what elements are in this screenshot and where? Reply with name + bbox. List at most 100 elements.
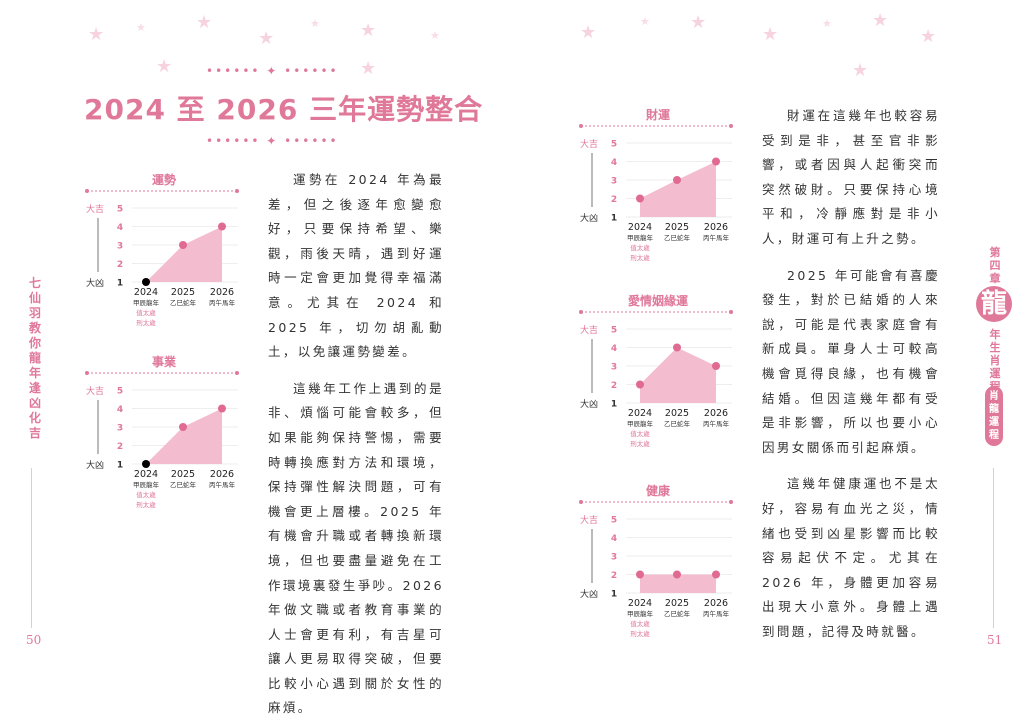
tai-sui-note: 值太歲 [630, 429, 650, 438]
x-tick-label: 2024 [628, 222, 652, 233]
y-tick-label: 1 [611, 400, 617, 410]
chart-title: 健康 [646, 483, 671, 498]
y-tick-label: 3 [117, 424, 123, 434]
star-icon: ★ [640, 15, 650, 28]
chart-career: 事業 大吉 大凶 1 2 3 4 5 2024 甲辰龍年 2025 乙巳蛇年 2026 丙午馬年 值太歲 刑太… [82, 352, 247, 512]
tai-sui-note: 刑太歲 [136, 500, 156, 509]
divider-dot [579, 124, 583, 128]
divider-dot [85, 371, 89, 375]
x-sublabel: 乙巳蛇年 [664, 609, 691, 618]
x-tick-label: 2026 [704, 408, 728, 419]
star-icon: ★ [580, 22, 597, 43]
y-top-label: 大吉 [580, 138, 598, 150]
y-tick-label: 4 [611, 534, 617, 544]
y-tick-label: 3 [611, 177, 617, 187]
data-point [179, 423, 187, 431]
section-tag: 肖龍運程 [985, 386, 1003, 446]
side-divider [31, 468, 32, 628]
book-side-title: 七仙羽教你龍年逢凶化吉 [28, 276, 41, 440]
chart-title: 愛情姻緣運 [628, 293, 688, 308]
tai-sui-note: 值太歲 [136, 490, 156, 499]
chart-love: 愛情姻緣運 大吉 大凶 1 2 3 4 5 2024 甲辰龍年 2025 乙巳蛇年 2026 丙午馬年 值太… [576, 291, 741, 451]
y-tick-label: 4 [611, 158, 617, 168]
y-tick-label: 1 [611, 590, 617, 600]
y-top-label: 大吉 [86, 203, 104, 215]
data-point [636, 194, 644, 203]
star-icon: ★ [360, 58, 377, 79]
y-tick-label: 2 [117, 260, 123, 270]
data-point [673, 176, 681, 184]
star-icon: ★ [258, 28, 275, 49]
x-tick-label: 2024 [628, 598, 652, 609]
x-tick-label: 2026 [210, 469, 234, 480]
tai-sui-note: 刑太歲 [630, 439, 650, 448]
x-tick-label: 2026 [704, 598, 728, 609]
data-point [673, 570, 681, 579]
y-tick-label: 3 [611, 363, 617, 373]
y-tick-label: 1 [117, 279, 123, 289]
divider-dot [729, 124, 733, 128]
area-fill [146, 226, 222, 282]
divider-dot [579, 500, 583, 504]
side-divider [993, 468, 994, 628]
x-sublabel: 丙午馬年 [703, 419, 730, 428]
x-tick-label: 2025 [665, 408, 689, 419]
star-icon: ★ [822, 17, 832, 30]
x-sublabel: 乙巳蛇年 [170, 480, 197, 489]
divider-dot [235, 189, 239, 193]
paragraph-love: 2025 年可能會有喜慶發生，對於已結婚的人來說，可能是代表家庭會有新成員。單身… [762, 267, 940, 455]
x-sublabel: 乙巳蛇年 [664, 233, 691, 242]
star-icon: ★ [156, 56, 173, 77]
y-bottom-label: 大凶 [580, 398, 598, 410]
divider-dot [579, 310, 583, 314]
page-number-right: 51 [987, 633, 1003, 647]
data-point [636, 570, 644, 579]
y-tick-label: 1 [117, 461, 123, 471]
star-icon: ★ [196, 12, 213, 33]
chart-health: 健康 大吉 大凶 1 2 3 4 5 2024 甲辰龍年 2025 乙巳蛇年 2026 丙午馬年 值太歲 刑太… [576, 481, 741, 641]
y-tick-label: 2 [611, 195, 617, 205]
y-bottom-label: 大凶 [86, 277, 104, 289]
y-tick-label: 5 [611, 326, 617, 336]
divider-ornament: •••••• ✦ •••••• [206, 134, 339, 148]
star-icon: ★ [430, 29, 440, 42]
star-icon: ★ [310, 17, 320, 30]
tai-sui-note: 刑太歲 [630, 253, 650, 262]
area-fill [640, 347, 716, 403]
tai-sui-note: 值太歲 [630, 243, 650, 252]
chart-wealth: 財運 大吉 大凶 1 2 3 4 5 2024 甲辰龍年 2025 乙巳蛇年 2026 丙午馬年 值太歲 刑太… [576, 105, 741, 265]
x-tick-label: 2026 [210, 287, 234, 298]
x-tick-label: 2025 [665, 598, 689, 609]
y-tick-label: 5 [117, 205, 123, 215]
data-point [142, 278, 150, 286]
chart-title: 事業 [152, 354, 177, 369]
tai-sui-note: 刑太歲 [136, 318, 156, 327]
tai-sui-note: 值太歲 [630, 619, 650, 628]
left-text-column: 運勢在 2024 年為最差，但之後逐年愈變愈好，只要保持希望、樂觀，雨後天晴，遇… [268, 168, 444, 727]
section-label: 年生肖運程 [989, 328, 1001, 393]
y-tick-label: 1 [611, 214, 617, 224]
x-sublabel: 丙午馬年 [209, 298, 236, 307]
area-fill [640, 161, 716, 217]
divider-dot [729, 310, 733, 314]
paragraph-wealth: 財運在這幾年也較容易受到是非，甚至官非影響，或者因與人起衝突而突然破財。只要保持… [762, 108, 940, 246]
x-sublabel: 甲辰龍年 [627, 609, 654, 618]
chart-fortune: 運勢 大吉 大凶 1 2 3 4 5 2024 甲辰龍年 2025 乙巳蛇年 2026 丙午馬年 值太歲 刑太… [82, 170, 247, 330]
chart-title: 財運 [645, 107, 670, 122]
area-fill [146, 408, 222, 464]
star-icon: ★ [872, 10, 889, 31]
zodiac-badge: 龍 [976, 286, 1012, 322]
y-top-label: 大吉 [580, 514, 598, 526]
y-tick-label: 5 [117, 387, 123, 397]
divider-dot [85, 189, 89, 193]
star-icon: ★ [136, 21, 146, 34]
data-point [179, 241, 187, 249]
data-point [712, 157, 720, 166]
x-tick-label: 2024 [628, 408, 652, 419]
x-tick-label: 2025 [171, 469, 195, 480]
y-tick-label: 5 [611, 140, 617, 150]
